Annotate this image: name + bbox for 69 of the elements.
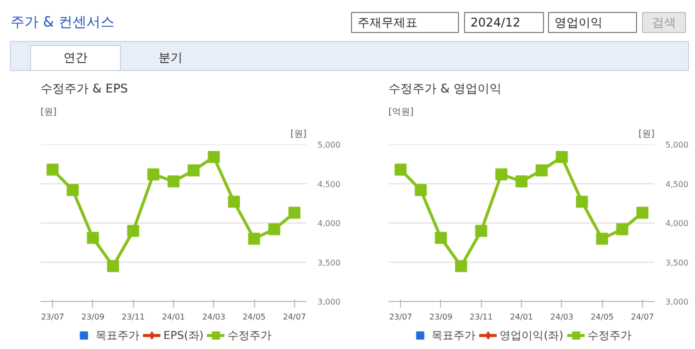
y2-tick-label: 4,000 [666,219,688,228]
point [475,224,488,237]
y2-tick-label: 5,000 [666,140,688,150]
point [66,184,79,196]
x-tick-label: 23/11 [122,312,145,322]
x-tick-label: 23/09 [81,312,104,322]
text: 주가 & 컨센서스 [10,14,114,30]
x-tick-label: 23/07 [41,312,64,322]
y2-axis-title: [원] [290,130,307,140]
legend-label: 목표주가 [432,328,476,342]
point [46,164,59,176]
point [536,164,548,176]
x-tick-label: 24/03 [550,312,574,322]
chart-title: 수정주가 & EPS [40,82,128,96]
point [228,196,240,208]
point [576,196,588,208]
x-tick-label: 24/01 [162,312,186,322]
legend-label: 목표주가 [95,328,140,342]
point [288,206,300,219]
x-tick-label: 23/09 [429,312,452,322]
y2-tick-label: 3,000 [666,298,688,306]
y2-tick-label: 4,000 [318,219,340,228]
x-tick-label: 24/03 [202,312,226,322]
x-tick-label: 23/07 [389,312,412,322]
chart-title: 수정주가 & 영업이익 [388,82,502,96]
y2-tick-label: 3,500 [666,258,688,268]
y2-axis-title: [원] [638,130,655,140]
point [556,151,568,164]
x-tick-label: 24/05 [590,312,614,322]
point [127,224,140,237]
y2-tick-label: 3,500 [318,258,340,268]
point [596,232,608,245]
point [86,232,99,244]
x-tick-label: 24/05 [242,312,266,322]
legend-label: 수정주가 [587,328,632,342]
point [394,164,407,176]
y2-tick-label: 3,000 [318,298,340,306]
y2-tick-label: 5,000 [318,140,340,150]
point [188,164,200,176]
point [455,260,468,272]
point [636,206,648,219]
point [434,232,447,244]
y-axis-title: [원] [40,108,57,118]
text: 영업이익 [554,16,602,30]
point [248,232,260,245]
point [208,151,220,164]
legend-label: 수정주가 [228,328,272,342]
x-tick-label: 24/07 [282,312,306,322]
x-tick-label: 24/01 [510,312,534,322]
point [268,223,280,236]
point [107,260,120,272]
text: 연간 [64,50,88,64]
x-tick-label: 24/07 [630,312,654,322]
text: 주재무제표 [358,16,418,30]
point [616,223,628,236]
legend-label: 영업이익(좌) [500,328,564,342]
point [516,175,528,188]
text: 검색 [652,16,676,30]
legend-label: EPS(좌) [163,328,204,342]
y2-tick-label: 4,500 [318,180,340,189]
x-tick-label: 23/11 [470,312,493,322]
y2-tick-label: 4,500 [666,180,688,189]
y-axis-title: [억원] [388,108,414,118]
point [147,168,160,180]
point [495,168,508,180]
point [168,175,180,188]
text: 분기 [158,50,182,64]
point [414,184,427,196]
text: 2024/12 [470,16,520,30]
